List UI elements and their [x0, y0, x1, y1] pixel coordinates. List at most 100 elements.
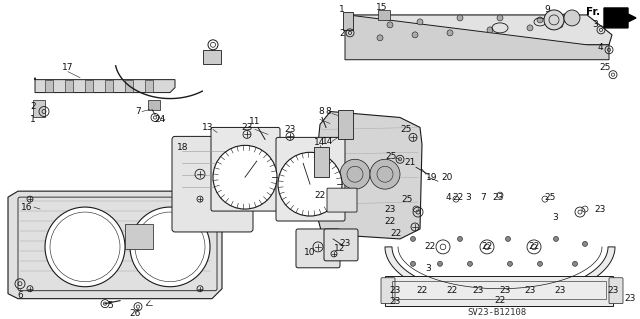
Circle shape: [544, 10, 564, 30]
FancyBboxPatch shape: [296, 229, 340, 268]
Circle shape: [554, 236, 559, 241]
Text: 25: 25: [400, 125, 412, 134]
Circle shape: [497, 15, 503, 21]
Text: 3: 3: [552, 212, 558, 221]
Text: 23: 23: [339, 239, 351, 249]
Text: 3: 3: [592, 20, 598, 29]
Text: 20: 20: [442, 173, 452, 182]
Text: 22: 22: [314, 191, 326, 200]
Text: 23: 23: [389, 297, 401, 306]
Text: 25: 25: [544, 193, 556, 202]
FancyBboxPatch shape: [327, 188, 357, 212]
Text: 22: 22: [385, 217, 396, 226]
Text: 18: 18: [177, 143, 189, 152]
Text: 2: 2: [339, 29, 345, 38]
FancyBboxPatch shape: [211, 127, 280, 211]
Circle shape: [410, 261, 415, 266]
Circle shape: [457, 15, 463, 21]
Text: 25: 25: [599, 63, 611, 72]
Text: 23: 23: [524, 286, 536, 295]
Bar: [65, 80, 73, 92]
Polygon shape: [345, 15, 609, 60]
Text: 23: 23: [472, 286, 484, 295]
Text: 16: 16: [21, 203, 33, 211]
FancyBboxPatch shape: [609, 278, 623, 304]
Circle shape: [458, 236, 463, 241]
Circle shape: [417, 19, 423, 25]
Circle shape: [130, 207, 210, 287]
Polygon shape: [604, 8, 636, 28]
Text: 8: 8: [318, 107, 324, 116]
Text: 7: 7: [480, 193, 486, 202]
Bar: [378, 10, 390, 20]
Text: 22: 22: [452, 193, 463, 202]
Circle shape: [410, 236, 415, 241]
Circle shape: [564, 10, 580, 26]
Text: 25: 25: [401, 195, 413, 204]
FancyBboxPatch shape: [324, 229, 358, 261]
Circle shape: [573, 261, 577, 266]
Text: 19: 19: [426, 173, 438, 182]
FancyBboxPatch shape: [381, 278, 395, 304]
Circle shape: [447, 30, 453, 36]
Text: 9: 9: [544, 5, 550, 14]
Text: SV23-B12108: SV23-B12108: [467, 308, 527, 317]
Text: 22: 22: [494, 296, 506, 305]
Polygon shape: [35, 78, 175, 93]
Bar: [85, 80, 93, 92]
Bar: [125, 224, 153, 249]
Text: 23: 23: [624, 294, 636, 303]
Text: 3: 3: [425, 264, 431, 273]
Circle shape: [213, 145, 277, 209]
Circle shape: [377, 35, 383, 41]
Text: 23: 23: [284, 125, 296, 134]
Circle shape: [557, 22, 563, 28]
Circle shape: [527, 25, 533, 31]
Text: 22: 22: [446, 286, 458, 295]
Text: 23: 23: [499, 286, 511, 295]
Circle shape: [538, 261, 543, 266]
Bar: [125, 80, 133, 92]
Bar: [203, 50, 221, 64]
Text: 23: 23: [554, 286, 566, 295]
Text: 4: 4: [445, 193, 451, 202]
Bar: [343, 12, 353, 30]
Text: 23: 23: [595, 204, 605, 213]
Text: 23: 23: [607, 286, 619, 295]
Text: 4: 4: [597, 43, 603, 52]
Text: 6: 6: [17, 291, 23, 300]
Circle shape: [508, 261, 513, 266]
Circle shape: [537, 17, 543, 23]
FancyBboxPatch shape: [172, 137, 253, 232]
Polygon shape: [318, 112, 422, 239]
Text: 8: 8: [325, 107, 331, 116]
Text: 26: 26: [129, 309, 141, 318]
Polygon shape: [385, 247, 615, 302]
Bar: [385, 276, 613, 306]
Circle shape: [506, 236, 511, 241]
Text: 10: 10: [304, 249, 316, 257]
Circle shape: [370, 159, 400, 189]
Circle shape: [438, 261, 442, 266]
Text: 14: 14: [323, 137, 333, 146]
Circle shape: [467, 261, 472, 266]
Text: 2: 2: [30, 102, 36, 111]
Text: 1: 1: [339, 5, 345, 14]
Text: 12: 12: [334, 244, 346, 253]
Text: 15: 15: [376, 4, 388, 12]
Bar: [145, 80, 153, 92]
Text: 3: 3: [465, 193, 471, 202]
Text: 13: 13: [202, 123, 214, 132]
Circle shape: [45, 207, 125, 287]
Text: 22: 22: [390, 229, 402, 239]
Text: 22: 22: [481, 242, 493, 251]
Text: Fr.: Fr.: [586, 7, 600, 17]
Text: 23: 23: [389, 286, 401, 295]
Text: 5: 5: [107, 301, 113, 310]
Text: 25: 25: [385, 152, 397, 161]
Polygon shape: [345, 15, 612, 45]
Text: 21: 21: [404, 158, 416, 167]
Text: 7: 7: [135, 107, 141, 116]
Circle shape: [278, 152, 342, 216]
Text: 23: 23: [384, 204, 396, 213]
